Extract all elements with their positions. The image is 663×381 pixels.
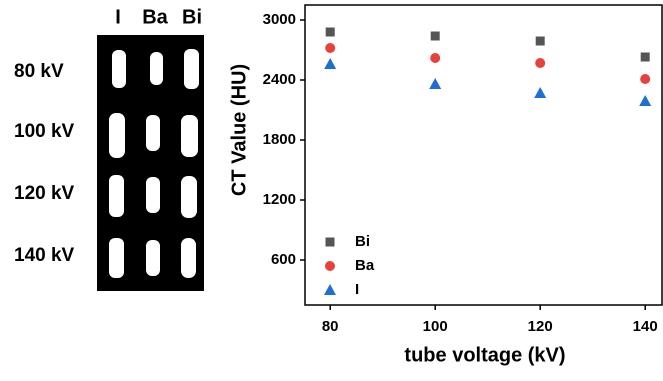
legend-marker [325,261,335,271]
y-tick-label: 2400 [263,71,296,88]
y-tick-label: 3000 [263,11,296,28]
data-point [431,32,440,41]
legend-marker [324,284,336,295]
row-label: 80 kV [14,61,64,82]
x-tick-label: 140 [633,318,658,335]
row-label: 100 kV [14,121,75,142]
x-tick-label: 120 [528,318,553,335]
column-label: Ba [142,6,168,28]
column-label: Bi [182,6,202,28]
data-point [641,53,650,62]
data-point [429,78,441,89]
data-point [430,53,440,63]
data-point [324,58,336,69]
y-axis-label: CT Value (HU) [228,64,250,196]
data-point [639,95,651,106]
legend-label: Bi [355,233,370,250]
figure: I Ba Bi 80 kV 100 kV 120 kV 140 kV tube … [0,0,663,376]
x-tick-label: 80 [322,318,339,335]
x-tick-label: 100 [423,318,448,335]
data-point [325,43,335,53]
row-label: 140 kV [14,245,75,266]
row-label: 120 kV [14,183,75,204]
column-label: I [115,6,121,28]
legend-label: Ba [355,257,375,274]
data-point [535,58,545,68]
y-tick-label: 1200 [263,191,296,208]
y-tick-label: 600 [271,251,296,268]
page: {"image_panel": {"columns": ["I", "Ba", … [0,0,663,381]
data-point [640,74,650,84]
legend-marker [326,238,335,247]
data-point [536,37,545,46]
y-tick-label: 1800 [263,131,296,148]
x-axis-label: tube voltage (kV) [404,344,565,366]
legend-label: I [355,281,359,298]
data-point [326,28,335,37]
data-point [534,87,546,98]
